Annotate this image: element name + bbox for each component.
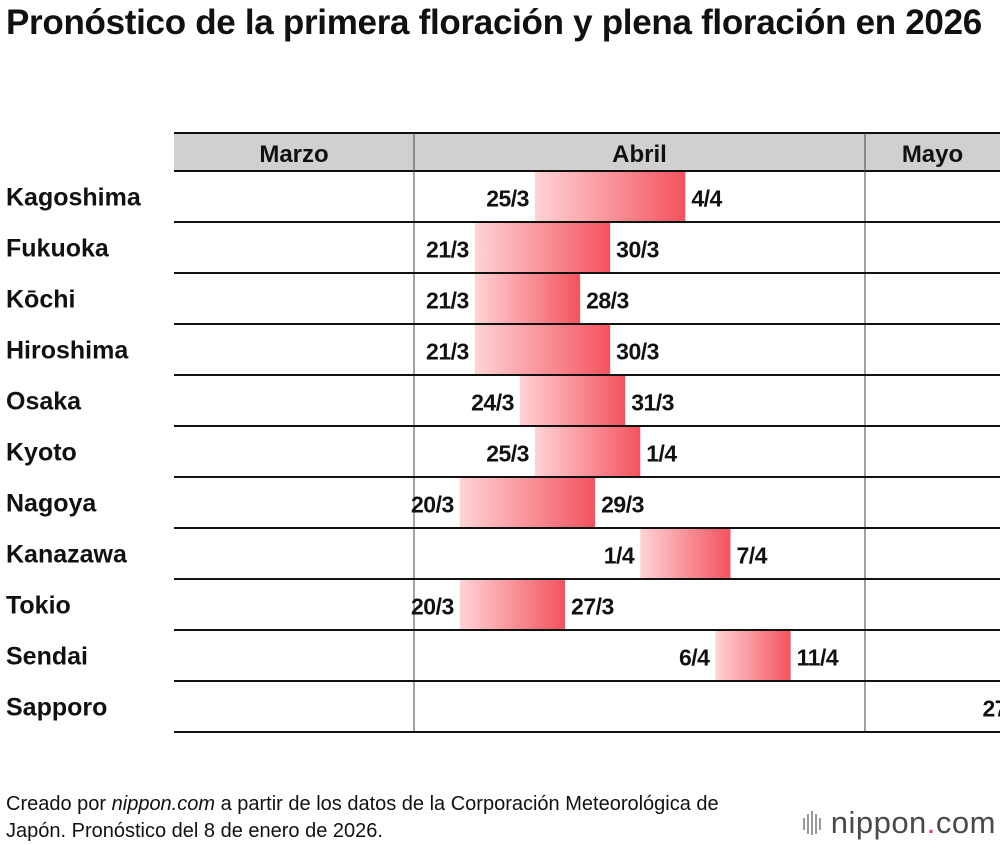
end-date-label: 7/4 <box>736 543 767 569</box>
source-note: Creado por nippon.com a partir de los da… <box>6 791 726 845</box>
bloom-bar <box>474 325 611 374</box>
city-label: Kōchi <box>6 286 75 314</box>
end-date-label: 29/3 <box>601 492 644 518</box>
month-label-1: Abril <box>612 141 667 168</box>
end-date-label: 11/4 <box>797 645 839 671</box>
start-date-label: 21/3 <box>426 237 469 263</box>
flowering-gantt-chart: Marzo Abril Mayo Kagoshima 25/3 4/4 Fukuoka 21/… <box>6 132 1000 733</box>
end-date-label: 27/3 <box>571 594 614 620</box>
start-date-label: 6/4 <box>679 645 710 671</box>
city-label: Sendai <box>6 643 88 671</box>
bloom-bar <box>474 223 611 272</box>
end-date-label: 30/3 <box>616 339 659 365</box>
start-date-label: 20/3 <box>411 594 454 620</box>
start-date-label: 24/3 <box>471 390 514 416</box>
bloom-bar <box>534 172 686 221</box>
nippon-logo[interactable]: nippon.com <box>802 805 996 841</box>
city-label: Fukuoka <box>6 235 110 263</box>
end-date-label: 28/3 <box>586 288 629 314</box>
start-date-label: 21/3 <box>426 339 469 365</box>
city-label: Kanazawa <box>6 541 128 569</box>
city-label: Hiroshima <box>6 337 129 365</box>
city-label: Kyoto <box>6 439 77 467</box>
month-label-0: Marzo <box>259 141 328 168</box>
source-prefix: Creado por <box>6 793 112 815</box>
month-header-band <box>174 133 1000 171</box>
bloom-bar <box>715 631 791 680</box>
source-suffix: a partir de los datos de la Corporación … <box>6 793 719 842</box>
brand-tld: com <box>935 805 996 840</box>
bloom-bar <box>474 274 581 323</box>
start-date-label: 1/4 <box>604 543 635 569</box>
bloom-bar <box>459 478 596 527</box>
end-date-label: 31/3 <box>631 390 674 416</box>
end-date-label: 4/4 <box>691 186 722 212</box>
start-date-label: 21/3 <box>426 288 469 314</box>
city-label: Nagoya <box>6 490 97 518</box>
bloom-bar <box>459 580 566 629</box>
city-label: Sapporo <box>6 694 107 722</box>
source-site[interactable]: nippon.com <box>111 793 216 815</box>
start-date-label: 25/3 <box>486 186 529 212</box>
end-date-label: 30/3 <box>616 237 659 263</box>
bloom-bar <box>519 376 626 425</box>
bloom-bar <box>640 529 731 578</box>
city-label: Osaka <box>6 388 82 416</box>
end-date-label: 1/4 <box>646 441 677 467</box>
start-date-label: 27/4 <box>983 696 1000 722</box>
month-label-2: Mayo <box>902 141 963 168</box>
city-label: Kagoshima <box>6 184 142 212</box>
brand-bars-icon <box>802 811 821 835</box>
brand-name: nippon <box>830 805 927 840</box>
start-date-label: 25/3 <box>486 441 529 467</box>
city-label: Tokio <box>6 592 71 620</box>
start-date-label: 20/3 <box>411 492 454 518</box>
bloom-bar <box>534 427 641 476</box>
brand-dot: . <box>926 805 936 840</box>
chart-title: Pronóstico de la primera floración y ple… <box>6 3 982 42</box>
